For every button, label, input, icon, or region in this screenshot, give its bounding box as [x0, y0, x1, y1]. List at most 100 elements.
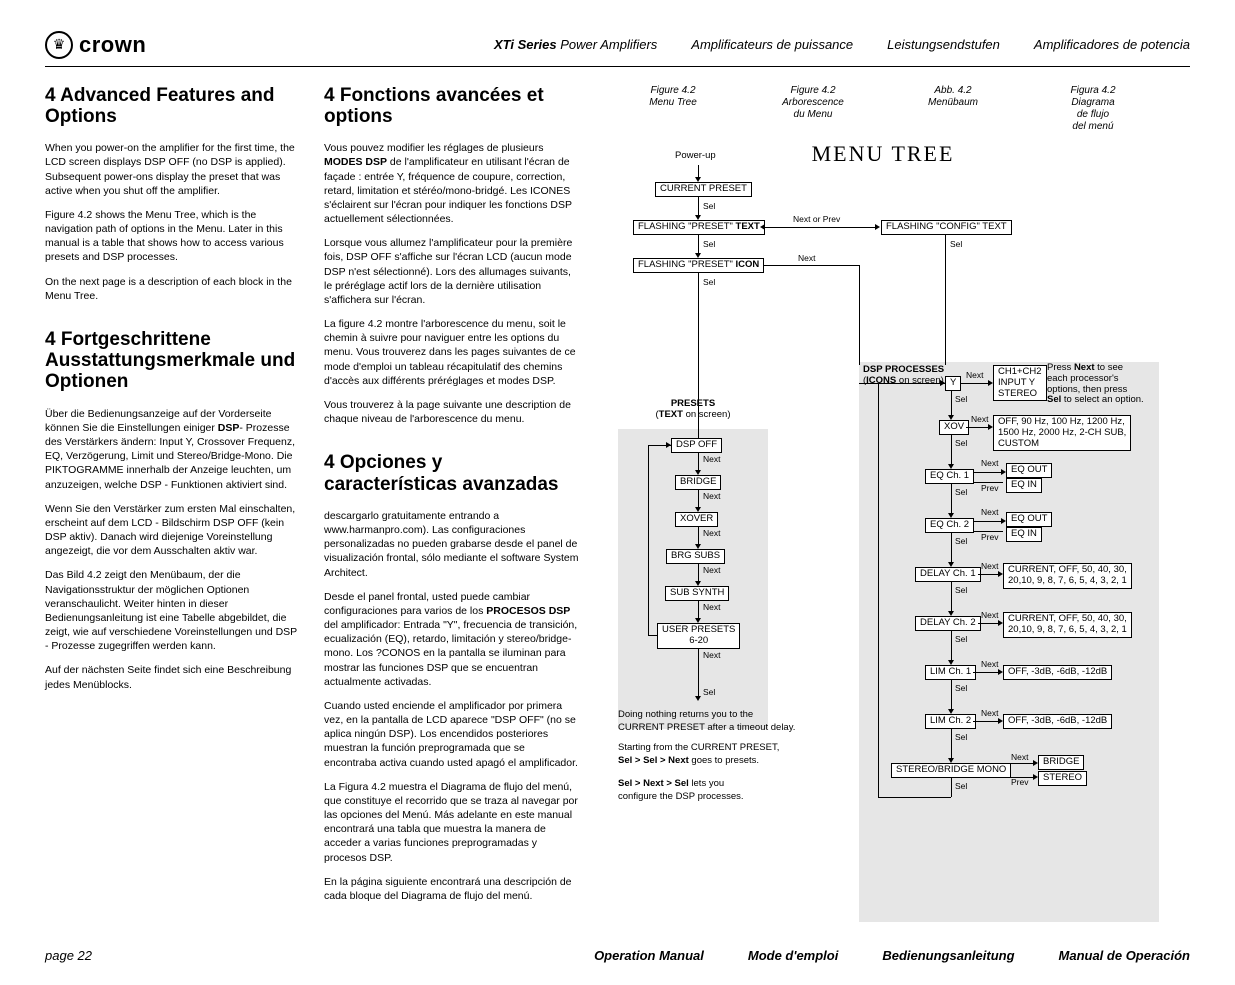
en-p1: When you power-on the amplifier for the … [45, 141, 300, 198]
next-l2: Next [981, 709, 998, 719]
sel-sb: Sel [955, 782, 967, 792]
column-1: 4 Advanced Features and Options When you… [45, 85, 300, 929]
sel-2: Sel [703, 240, 715, 250]
y-note: Press Next to seeeach processor'soptions… [1047, 363, 1159, 407]
prev-eq1: Prev [981, 484, 998, 494]
lim2-opts: OFF, -3dB, -6dB, -12dB [1003, 714, 1112, 729]
fr-p4: Vous trouverez à la page suivante une de… [324, 398, 579, 426]
y-opts: CH1+CH2 INPUT Y STEREO [993, 365, 1047, 402]
next-l1: Next [981, 660, 998, 670]
next-xov: Next [971, 415, 988, 425]
fr-p1: Vous pouvez modifier les réglages de plu… [324, 141, 579, 226]
next-d1: Next [981, 562, 998, 572]
sel-d2: Sel [955, 635, 967, 645]
lim1-opts: OFF, -3dB, -6dB, -12dB [1003, 665, 1112, 680]
logo-text: crown [79, 30, 146, 60]
fr-p2: Lorsque vous allumez l'amplificateur pou… [324, 236, 579, 307]
es-p5: En la página siguiente encontrará una de… [324, 875, 579, 903]
sel-l2: Sel [955, 733, 967, 743]
node-flashing-preset-icon: FLASHING "PRESET" ICON [633, 258, 764, 273]
section-fr: 4 Fonctions avancées et options Vous pou… [324, 85, 579, 427]
header-titles: XTi Series Power Amplifiers Amplificateu… [494, 36, 1190, 54]
main-columns: 4 Advanced Features and Options When you… [45, 85, 1190, 929]
note-1: Doing nothing returns you to the CURRENT… [618, 709, 828, 735]
eq2-out: EQ OUT [1006, 512, 1052, 527]
figcap-en: Figure 4.2 Menu Tree [603, 85, 743, 133]
next-p6: Next [703, 651, 720, 661]
prev-sb: Prev [1011, 778, 1028, 788]
title-de: Leistungsendstufen [887, 36, 1000, 54]
figure-captions: Figure 4.2 Menu Tree Figure 4.2 Arboresc… [603, 85, 1163, 133]
next-p5: Next [703, 603, 720, 613]
next-eq2: Next [981, 508, 998, 518]
next-y: Next [966, 371, 983, 381]
column-2: 4 Fonctions avancées et options Vous pou… [324, 85, 579, 929]
next-d2: Next [981, 611, 998, 621]
menu-tree-diagram: MENU TREE Power-up CURRENT PRESET Sel FL… [603, 137, 1163, 922]
es-p3: Cuando usted enciende el amplificador po… [324, 699, 579, 770]
dsp-lim2: LIM Ch. 2 [925, 714, 976, 729]
footer-fr: Mode d'emploi [748, 947, 838, 965]
next-p1: Next [703, 455, 720, 465]
sel-1: Sel [703, 202, 715, 212]
heading-es: 4 Opciones y características avanzadas [324, 452, 579, 495]
xov-opts: OFF, 90 Hz, 100 Hz, 1200 Hz, 1500 Hz, 20… [993, 415, 1131, 452]
eq1-in: EQ IN [1006, 478, 1042, 493]
dsp-lim1: LIM Ch. 1 [925, 665, 976, 680]
prev-eq2: Prev [981, 533, 998, 543]
preset-subsynth: SUB SYNTH [665, 586, 729, 601]
de-p3: Das Bild 4.2 zeigt den Menübaum, der die… [45, 568, 300, 653]
sel-d1: Sel [955, 586, 967, 596]
footer-de: Bedienungsanleitung [882, 947, 1014, 965]
preset-dspoff: DSP OFF [671, 438, 722, 453]
es-p2: Desde el panel frontal, usted puede camb… [324, 590, 579, 689]
sel-eq1: Sel [955, 488, 967, 498]
sel-xov: Sel [955, 439, 967, 449]
delay1-opts: CURRENT, OFF, 50, 40, 30, 20,10, 9, 8, 7… [1003, 563, 1132, 589]
sb-bridge: BRIDGE [1038, 755, 1084, 770]
section-es: 4 Opciones y características avanzadas d… [324, 452, 579, 903]
note-2: Starting from the CURRENT PRESET,Sel > S… [618, 742, 828, 768]
node-flashing-preset-text: FLASHING "PRESET" TEXT [633, 220, 765, 235]
figcap-fr: Figure 4.2 Arborescence du Menu [743, 85, 883, 133]
de-p4: Auf der nächsten Seite findet sich eine … [45, 663, 300, 691]
preset-bridge: BRIDGE [675, 475, 721, 490]
dsp-eq1: EQ Ch. 1 [925, 469, 974, 484]
next-sb: Next [1011, 753, 1028, 763]
preset-xover: XOVER [675, 512, 718, 527]
fr-p3: La figure 4.2 montre l'arborescence du m… [324, 317, 579, 388]
title-es: Amplificadores de potencia [1034, 36, 1190, 54]
powerup-label: Power-up [675, 151, 716, 162]
sel-y: Sel [955, 395, 967, 405]
node-flashing-config: FLASHING "CONFIG" TEXT [881, 220, 1012, 235]
next-p4: Next [703, 566, 720, 576]
footer-es: Manual de Operación [1059, 947, 1190, 965]
dsp-delay2: DELAY Ch. 2 [915, 616, 981, 631]
page-footer: page 22 Operation Manual Mode d'emploi B… [45, 947, 1190, 965]
presets-group-label: PRESETS(TEXT on screen) [633, 399, 753, 421]
sel-eq2: Sel [955, 537, 967, 547]
sel-l1: Sel [955, 684, 967, 694]
node-current-preset: CURRENT PRESET [655, 182, 752, 197]
next-or-prev: Next or Prev [793, 215, 840, 225]
section-de: 4 Fortgeschrittene Ausstattungsmerkmale … [45, 329, 300, 692]
heading-en: 4 Advanced Features and Options [45, 85, 300, 128]
en-p2: Figure 4.2 shows the Menu Tree, which is… [45, 208, 300, 265]
preset-brgsubs: BRG SUBS [666, 549, 725, 564]
sb-stereo: STEREO [1038, 771, 1087, 786]
sel-config: Sel [950, 240, 962, 250]
crown-logo-icon: ♛ [45, 31, 73, 59]
page-number: page 22 [45, 947, 92, 965]
dsp-sb: STEREO/BRIDGE MONO [891, 763, 1011, 778]
eq1-out: EQ OUT [1006, 463, 1052, 478]
presets-shade [618, 429, 768, 729]
logo: ♛ crown [45, 30, 146, 60]
heading-fr: 4 Fonctions avancées et options [324, 85, 579, 128]
section-en: 4 Advanced Features and Options When you… [45, 85, 300, 303]
de-p1: Über die Bedienungsanzeige auf der Vorde… [45, 407, 300, 492]
figcap-es: Figura 4.2 Diagrama de flujo del menú [1023, 85, 1163, 133]
dsp-delay1: DELAY Ch. 1 [915, 567, 981, 582]
dsp-y: Y [945, 376, 961, 391]
next-icon-right: Next [798, 254, 815, 264]
dsp-eq2: EQ Ch. 2 [925, 518, 974, 533]
